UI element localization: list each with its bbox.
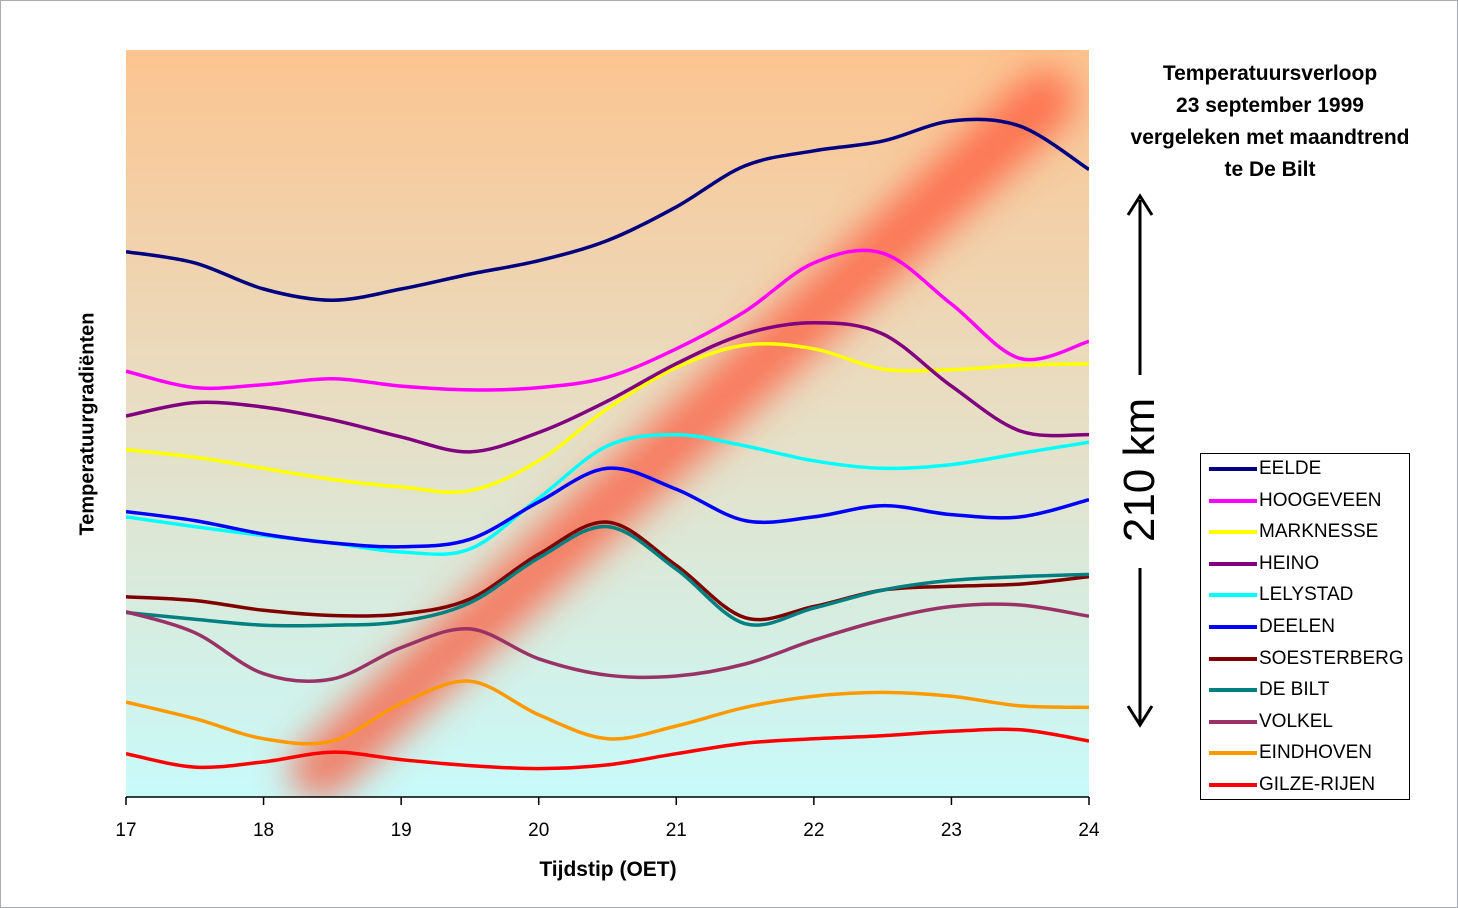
legend-swatch (1209, 656, 1257, 661)
legend-label: EINDHOVEN (1259, 742, 1372, 764)
legend-item: GILZE-RIJEN (1209, 774, 1375, 796)
legend-label: MARKNESSE (1259, 521, 1379, 543)
legend-label: HEINO (1259, 552, 1320, 574)
legend-swatch (1209, 688, 1257, 693)
distance-arrow (1126, 193, 1154, 728)
legend-label: HOOGEVEEN (1259, 489, 1382, 511)
series-line-volkel (126, 602, 1089, 684)
legend-label: GILZE-RIJEN (1259, 774, 1376, 795)
y-axis-label-text: Temperatuurgradiënten (76, 312, 99, 536)
x-tick-label: 21 (665, 820, 687, 841)
legend-item: SOESTERBERG (1209, 648, 1404, 670)
x-tick-label: 23 (940, 820, 962, 841)
distance-annotation-text: 210 km (1115, 389, 1165, 551)
legend-swatch (1209, 625, 1257, 629)
x-tick-label: 17 (115, 820, 137, 841)
series-line-eelde (126, 117, 1089, 302)
legend-item: HEINO (1209, 553, 1319, 575)
legend-label: VOLKEL (1259, 710, 1333, 732)
x-tick-label: 22 (803, 820, 825, 841)
legend-swatch (1209, 530, 1257, 535)
legend-swatch (1209, 467, 1257, 471)
x-tick-label: 20 (528, 820, 550, 841)
legend-swatch (1209, 498, 1257, 503)
legend-label: DEELEN (1259, 616, 1336, 637)
x-tick-label: 18 (252, 820, 275, 841)
x-tick-label: 24 (1078, 820, 1100, 841)
legend-label: EELDE (1259, 458, 1322, 479)
x-tick-marks (125, 797, 1090, 805)
title-line-3: vergeleken met maandtrend (1130, 126, 1410, 149)
legend-swatch (1209, 751, 1257, 756)
legend-label: LELYSTAD (1259, 584, 1354, 606)
title-line-1: Temperatuursverloop (1162, 62, 1378, 85)
legend-item: DE BILT (1209, 679, 1329, 701)
x-tick-label: 19 (390, 820, 412, 841)
title-line-2: 23 september 1999 (1176, 94, 1364, 117)
legend-swatch (1209, 593, 1257, 598)
series-line-gilze-rijen (126, 727, 1089, 771)
series-line-deelen (126, 466, 1089, 549)
series-line-de bilt (126, 524, 1089, 628)
series-line-hoogeveen (126, 248, 1089, 392)
title-line-4: te De Bilt (1224, 158, 1316, 181)
legend-swatch (1209, 719, 1257, 724)
series-line-heino (126, 320, 1089, 454)
series-layer (126, 117, 1089, 771)
legend-swatch (1209, 561, 1257, 566)
x-axis-label: Tijdstip (OET) (539, 858, 677, 881)
legend-label: DE BILT (1259, 679, 1330, 701)
legend-item: MARKNESSE (1209, 521, 1378, 543)
legend-item: DEELEN (1209, 616, 1335, 638)
chart-title: Temperatuursverloop 23 september 1999 ve… (1100, 58, 1440, 186)
series-line-soesterberg (126, 520, 1089, 622)
legend-swatch (1209, 783, 1257, 787)
legend-item: HOOGEVEEN (1209, 490, 1381, 512)
legend-item: LELYSTAD (1209, 584, 1353, 606)
legend-item: VOLKEL (1209, 711, 1333, 733)
legend: EELDE HOOGEVEEN MARKNESSE HEINO LELYSTAD DEEL… (1200, 453, 1410, 800)
legend-item: EINDHOVEN (1209, 742, 1372, 764)
legend-item: EELDE (1209, 458, 1321, 480)
legend-label: SOESTERBERG (1259, 647, 1404, 669)
series-line-eindhoven (126, 679, 1089, 746)
